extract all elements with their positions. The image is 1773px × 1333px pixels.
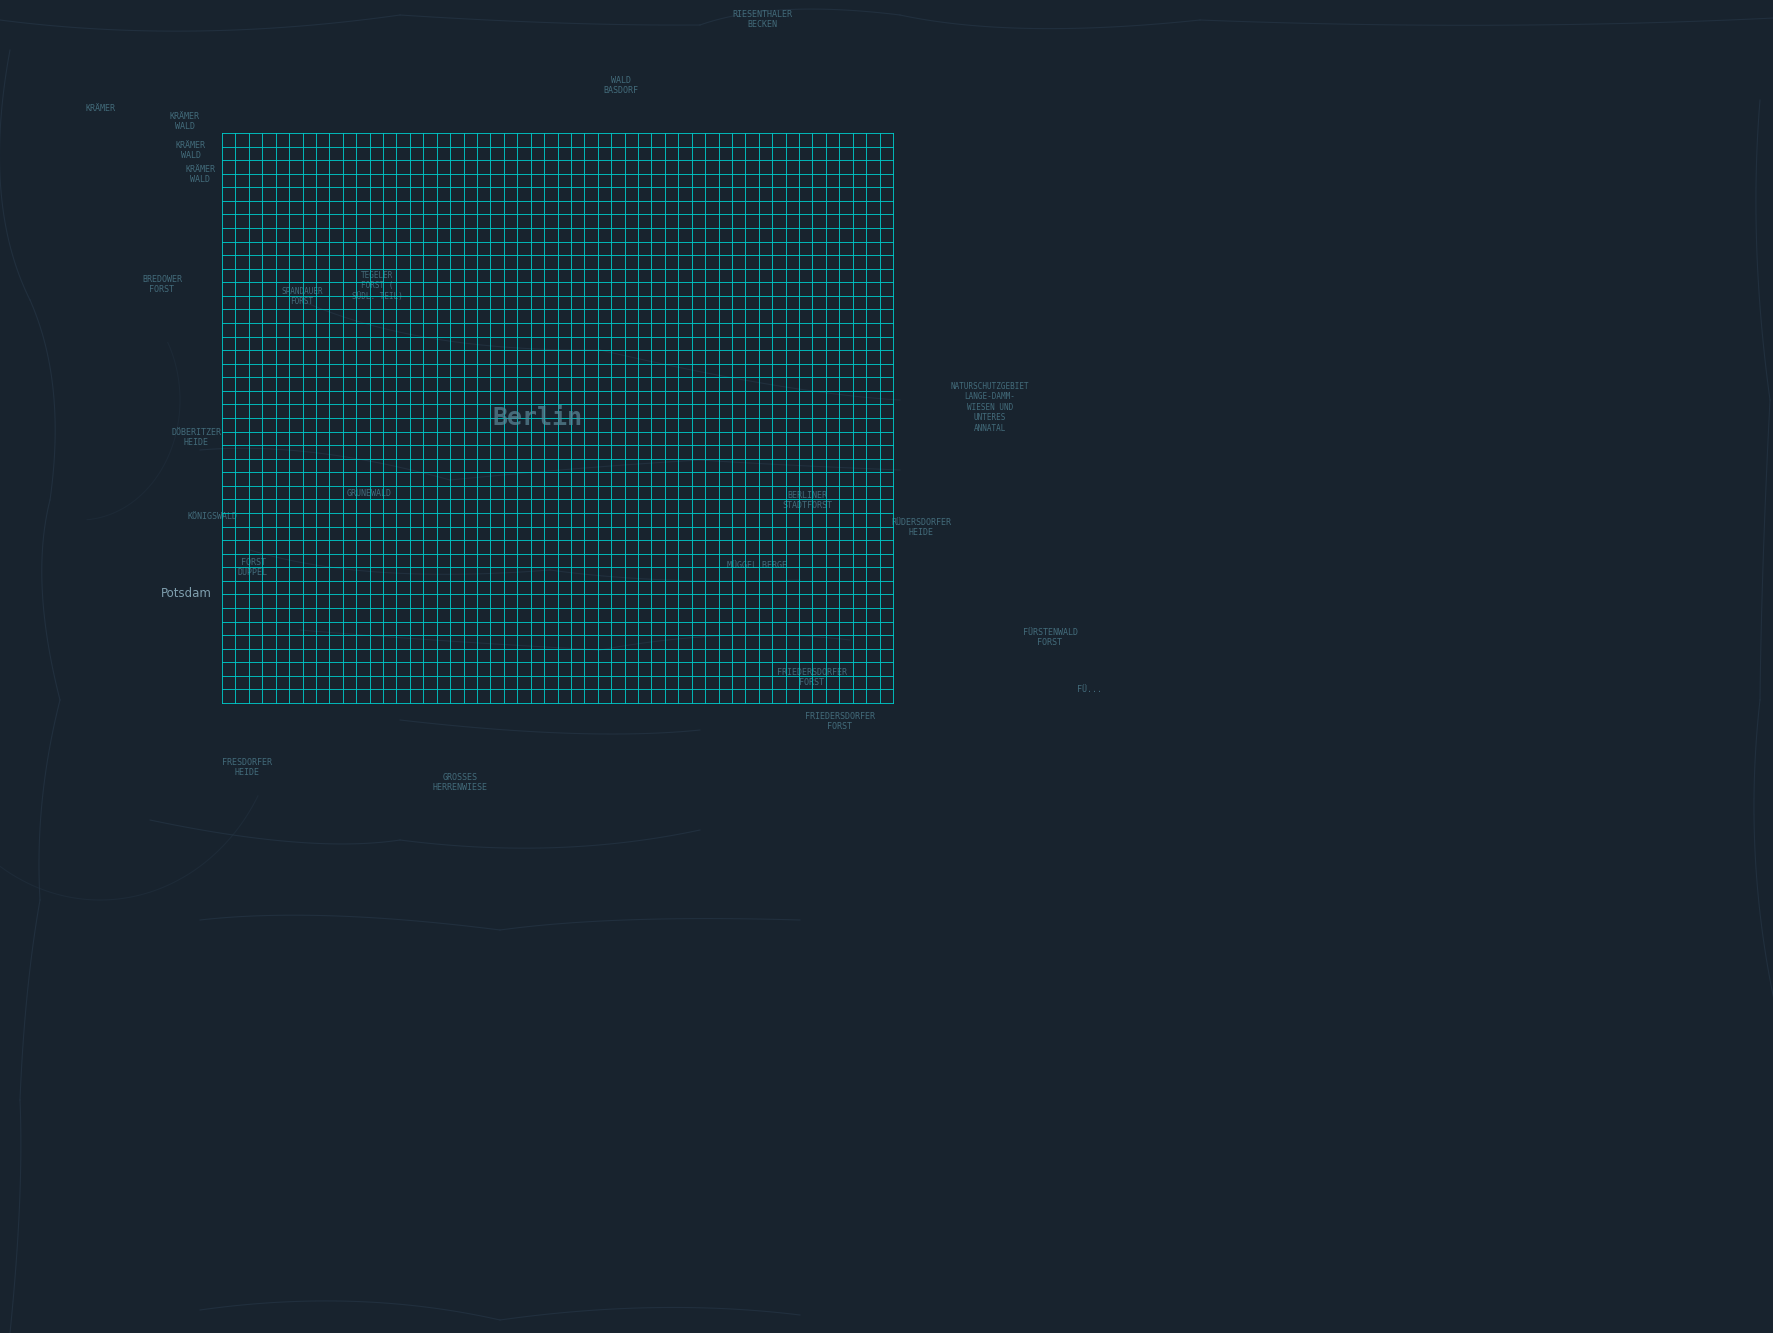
Text: FORST
DÜPPEL: FORST DÜPPEL (238, 559, 268, 577)
Text: BREDOWER
FORST: BREDOWER FORST (142, 275, 183, 295)
Text: Potsdam: Potsdam (161, 587, 211, 600)
Text: GROSSES
HERRENWIESE: GROSSES HERRENWIESE (433, 773, 488, 792)
Text: MÜGGEL BERGE: MÜGGEL BERGE (727, 561, 787, 571)
Text: FRIEDERSDORFER
FORST: FRIEDERSDORFER FORST (777, 668, 846, 688)
Text: SPANDAUER
FORST: SPANDAUER FORST (282, 287, 323, 307)
Text: KRÄMER
WALD: KRÄMER WALD (170, 112, 200, 132)
Text: KÖNIGSWALD: KÖNIGSWALD (188, 512, 238, 521)
Text: FÜ...: FÜ... (1076, 685, 1101, 694)
Text: KRÄMER
WALD: KRÄMER WALD (176, 141, 206, 160)
Text: FRIEDERSDORFER
FORST: FRIEDERSDORFER FORST (805, 712, 874, 732)
Text: TEGELER
FORST (
SÜDL. TEIL): TEGELER FORST ( SÜDL. TEIL) (351, 271, 402, 301)
Text: RIESENTHALER
BECKEN: RIESENTHALER BECKEN (732, 11, 791, 29)
Text: NATURSCHUTZGEBIET
LANGE-DAMM-
WIESEN UND
UNTERES
ANNATAL: NATURSCHUTZGEBIET LANGE-DAMM- WIESEN UND… (950, 383, 1028, 433)
Text: FÜRSTENWALD
FORST: FÜRSTENWALD FORST (1021, 628, 1076, 648)
Text: RÜDERSDORFER
HEIDE: RÜDERSDORFER HEIDE (890, 519, 950, 537)
Text: GRUNEWALD: GRUNEWALD (346, 489, 392, 499)
Text: BERLINER
STADTFORST: BERLINER STADTFORST (782, 491, 832, 511)
Text: KRÄMER
WALD: KRÄMER WALD (184, 165, 215, 184)
Text: WALD
BASDORF: WALD BASDORF (603, 76, 638, 96)
Text: FRESDORFER
HEIDE: FRESDORFER HEIDE (222, 758, 271, 777)
Text: Berlin: Berlin (493, 407, 582, 431)
Text: KRÄMER: KRÄMER (85, 104, 115, 113)
Text: DÖBERITZER
HEIDE: DÖBERITZER HEIDE (170, 428, 222, 448)
